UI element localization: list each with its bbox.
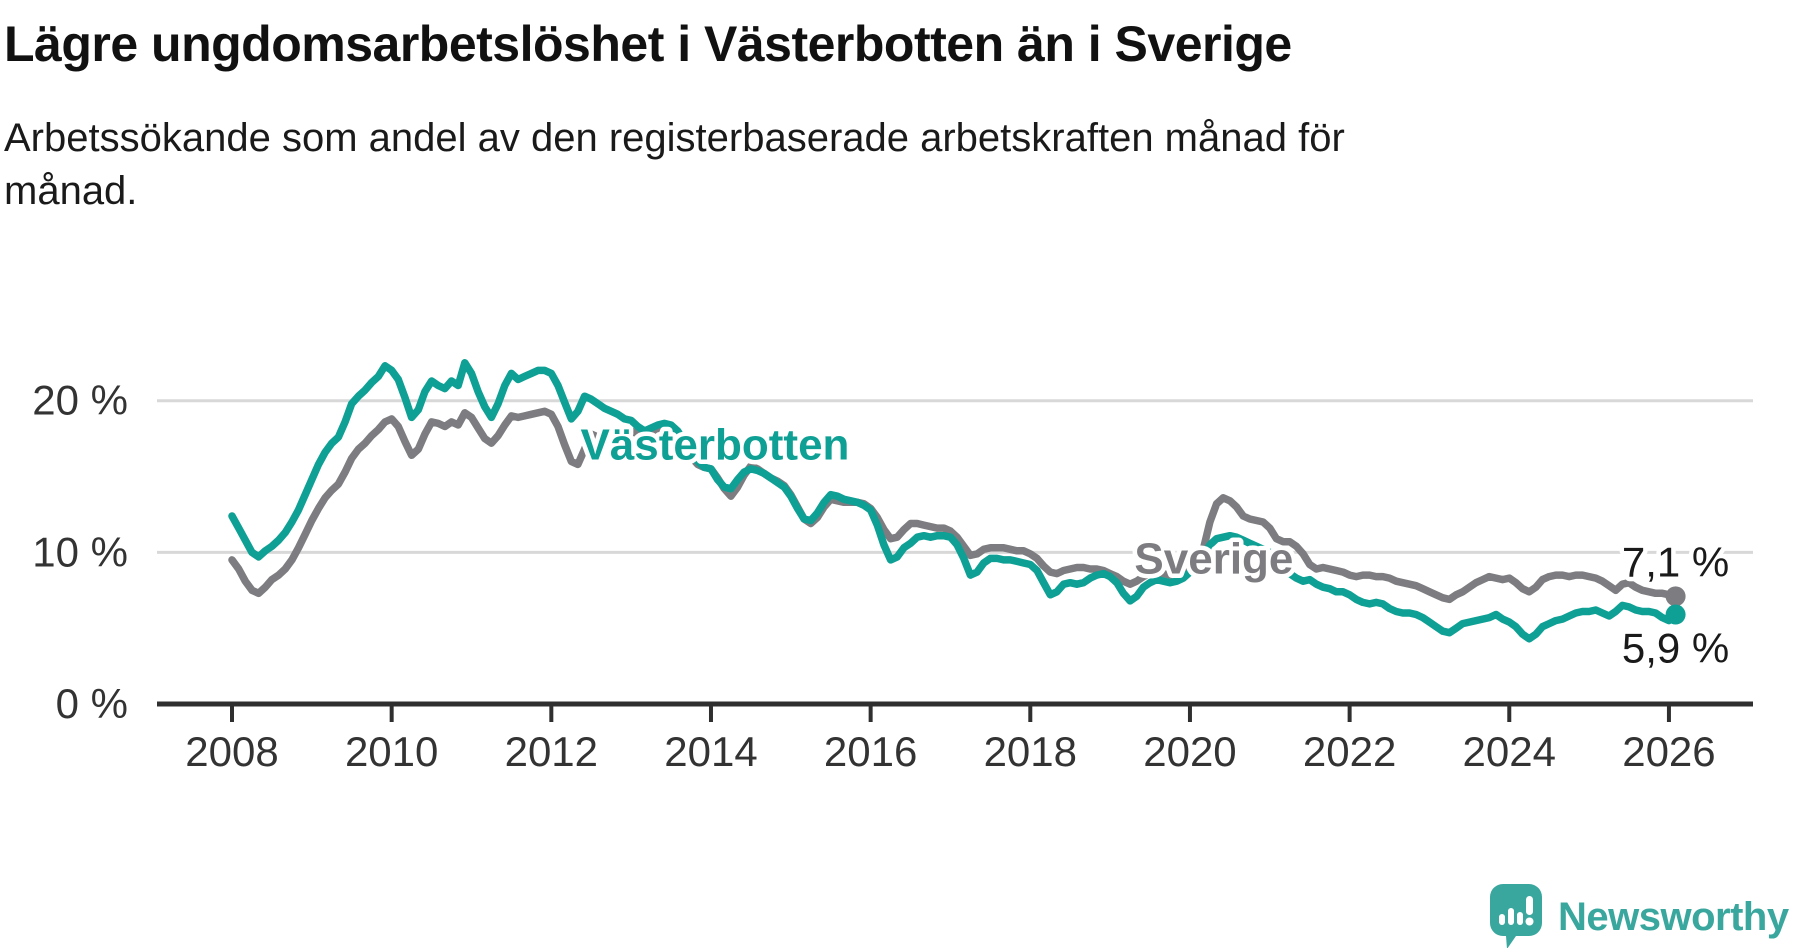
x-tick-label: 2024 bbox=[1463, 728, 1556, 775]
end-value-label-sverige: 7,1 % bbox=[1622, 538, 1729, 585]
series-end-dot-västerbotten bbox=[1665, 604, 1686, 625]
x-tick-label: 2022 bbox=[1303, 728, 1396, 775]
newsworthy-logo-icon bbox=[1490, 884, 1542, 948]
chart-title: Lägre ungdomsarbetslöshet i Västerbotten… bbox=[4, 16, 1292, 72]
x-tick-label: 2012 bbox=[505, 728, 598, 775]
y-tick-label: 0 % bbox=[56, 680, 128, 727]
x-tick-label: 2016 bbox=[824, 728, 917, 775]
series-label-västerbotten: Västerbotten bbox=[580, 421, 849, 470]
y-tick-label: 20 % bbox=[32, 377, 128, 424]
x-tick-label: 2008 bbox=[185, 728, 278, 775]
newsworthy-logo: Newsworthy bbox=[1490, 884, 1789, 948]
y-tick-label: 10 % bbox=[32, 528, 128, 575]
newsworthy-brand-text: Newsworthy bbox=[1558, 894, 1789, 939]
x-tick-label: 2020 bbox=[1143, 728, 1236, 775]
series-line-västerbotten bbox=[228, 359, 1680, 643]
x-tick-label: 2014 bbox=[664, 728, 757, 775]
chart-subtitle: Arbetssökande som andel av den registerb… bbox=[4, 116, 1345, 213]
end-value-label-västerbotten: 5,9 % bbox=[1622, 625, 1729, 672]
series-end-dot-sverige bbox=[1665, 586, 1686, 607]
series-label-sverige: Sverige bbox=[1134, 534, 1293, 583]
series-line-sverige bbox=[228, 407, 1680, 604]
x-tick-label: 2018 bbox=[984, 728, 1077, 775]
x-tick-label: 2026 bbox=[1622, 728, 1715, 775]
x-tick-label: 2010 bbox=[345, 728, 438, 775]
